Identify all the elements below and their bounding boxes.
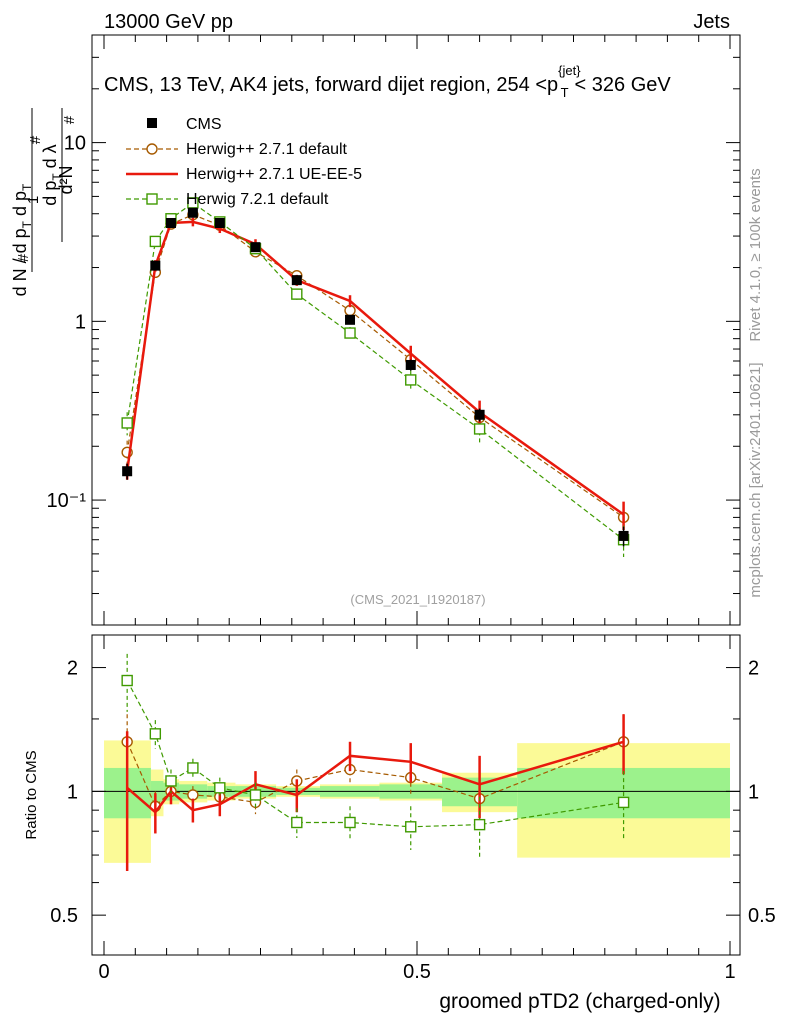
data-point <box>344 816 356 829</box>
data-point <box>187 789 199 801</box>
series-line <box>125 220 625 516</box>
cms-data-point <box>150 260 161 271</box>
legend-entry-herwig-2-7-1-default: Herwig++ 2.7.1 default <box>126 141 348 158</box>
analysis-watermark: (CMS_2021_I1920187) <box>350 592 485 607</box>
y-tick-label: 1 <box>75 311 86 333</box>
series-cms-data <box>122 207 629 547</box>
series-line <box>126 202 624 541</box>
ratio-plot-frame <box>91 634 741 956</box>
cms-data-point <box>405 359 416 370</box>
data-point <box>149 728 162 740</box>
cms-data-point <box>345 314 356 325</box>
header-right: Jets <box>693 11 730 33</box>
legend-marker <box>146 143 158 155</box>
cms-data-point <box>165 217 176 228</box>
ratio-tick-label-right: 0.5 <box>748 905 776 927</box>
data-point <box>249 789 262 801</box>
axis-ticks: 10⁻¹ 1 10 0.5 0.5 1 1 2 2 0 0.5 1 <box>47 34 776 983</box>
y-tick-label: 10⁻¹ <box>47 490 87 512</box>
cms-data-point <box>187 207 198 218</box>
svg-text:#: # <box>27 135 44 144</box>
series-ratio-herwig-7-2-1-default <box>121 653 630 858</box>
mcplots-label: mcplots.cern.ch [arXiv:2401.10621] <box>747 362 764 597</box>
ratio-uncertainty-bands <box>104 740 730 863</box>
chart-title: CMS, 13 TeV, AK4 jets, forward dijet reg… <box>104 63 671 100</box>
data-point <box>473 423 486 435</box>
legend-label: CMS <box>186 116 222 133</box>
ratio-tick-label-left: 0.5 <box>50 905 78 927</box>
rivet-label: Rivet 4.1.0, ≥ 100k events <box>747 168 764 341</box>
data-point <box>617 796 630 809</box>
legend-label: Herwig 7.2.1 default <box>186 191 329 208</box>
data-point <box>473 818 486 831</box>
cms-data-point <box>214 217 225 228</box>
svg-text:1: 1 <box>25 196 42 204</box>
data-point <box>291 816 303 829</box>
data-point <box>121 417 133 429</box>
x-tick-label: 1 <box>724 961 735 983</box>
legend: CMS Herwig++ 2.7.1 default Herwig++ 2.7.1 … <box>126 116 362 208</box>
ratio-tick-label-left: 2 <box>67 658 78 680</box>
legend-marker <box>147 118 157 128</box>
ratio-tick-label-right: 2 <box>748 658 759 680</box>
data-point <box>187 762 199 774</box>
data-point <box>405 374 417 386</box>
data-point <box>405 821 417 833</box>
data-point <box>214 782 226 794</box>
legend-label: Herwig++ 2.7.1 UE-EE-5 <box>186 166 362 183</box>
legend-entry-herwig-2-7-1-ue-ee-5: Herwig++ 2.7.1 UE-EE-5 <box>126 166 362 183</box>
data-point <box>165 775 177 787</box>
data-point <box>149 235 162 248</box>
cms-data-point <box>618 530 629 541</box>
cms-data-point <box>291 275 302 286</box>
series-main-herwig-7-2-1-default <box>121 197 630 558</box>
header-left: 13000 GeV pp <box>104 11 233 33</box>
legend-label: Herwig++ 2.7.1 default <box>186 141 348 158</box>
legend-entry-herwig-7-2-1-default: Herwig 7.2.1 default <box>126 191 329 208</box>
x-tick-label: 0.5 <box>403 961 431 983</box>
cms-data-point <box>122 466 133 477</box>
x-tick-label: 0 <box>98 961 109 983</box>
series-line <box>126 214 624 518</box>
ratio-tick-label-right: 1 <box>748 781 759 803</box>
svg-text:#: # <box>61 115 78 124</box>
series-layer <box>121 197 630 872</box>
legend-marker <box>146 193 158 205</box>
svg-text:d²N: d²N <box>56 165 76 194</box>
cms-data-point <box>250 242 261 253</box>
ratio-axis-label: Ratio to CMS <box>23 750 40 839</box>
ratio-tick-label-left: 1 <box>67 781 78 803</box>
data-point <box>291 288 303 300</box>
cms-data-point <box>474 409 485 420</box>
x-axis-label: groomed pTD2 (charged-only) <box>439 990 720 1013</box>
legend-entry-cms: CMS <box>147 116 222 133</box>
y-tick-label: 10 <box>64 133 86 155</box>
data-point <box>121 674 133 687</box>
data-point <box>344 327 356 339</box>
svg-text:#: # <box>15 253 32 262</box>
main-y-axis-label: d N / d pT d pT # 1 # d pT d λ d²N # <box>10 108 78 296</box>
